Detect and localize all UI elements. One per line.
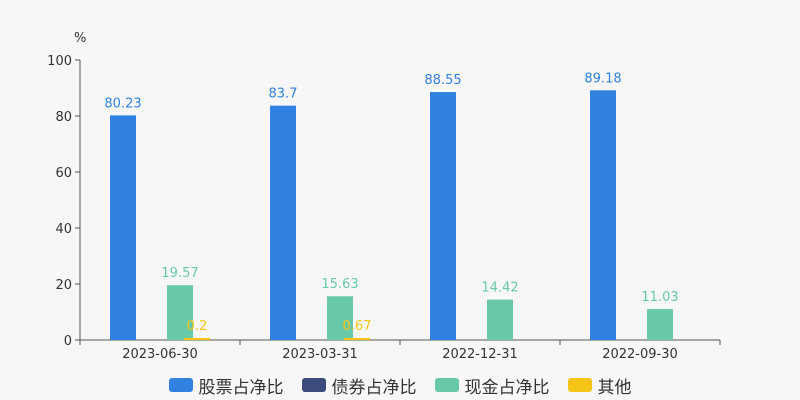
legend-swatch-stock [168,378,193,392]
x-tick-label: 2023-06-30 [122,347,198,362]
legend-label-other: 其他 [597,377,632,398]
y-tick-label: 100 [47,54,72,69]
legend-label-stock: 股票占净比 [198,377,284,398]
data-label: 0.2 [187,319,208,334]
legend-label-cash: 现金占净比 [464,377,550,398]
y-tick-label: 20 [55,278,72,293]
legend: 股票占净比 债券占净比 现金占净比 其他 [0,372,800,398]
y-axis-unit-label: % [74,31,86,46]
bar [647,309,673,340]
bar [487,299,513,340]
bar [184,338,210,340]
y-tick-label: 80 [55,110,72,125]
data-label: 89.18 [584,71,621,86]
bar [344,338,370,340]
y-tick-label: 0 [64,334,72,349]
data-label: 11.03 [641,290,678,305]
data-label: 0.67 [343,319,372,334]
data-label: 15.63 [321,277,358,292]
x-tick-label: 2022-12-31 [442,347,518,362]
x-tick-label: 2022-09-30 [602,347,678,362]
y-tick-label: 40 [55,222,72,237]
data-label: 83.7 [269,87,298,102]
bar [270,105,296,340]
bar [327,296,353,340]
bar [430,92,456,340]
x-tick-label: 2023-03-31 [282,347,358,362]
legend-item-other[interactable]: 其他 [567,373,632,398]
legend-item-cash[interactable]: 现金占净比 [434,373,550,398]
y-tick-label: 60 [55,166,72,181]
legend-item-bond[interactable]: 债券占净比 [301,373,417,398]
bar [110,115,136,340]
legend-swatch-bond [301,378,326,392]
data-label: 19.57 [161,266,198,281]
legend-swatch-other [567,378,592,392]
bar [167,285,193,340]
legend-label-bond: 债券占净比 [331,377,417,398]
legend-item-stock[interactable]: 股票占净比 [168,373,284,398]
bar [590,90,616,341]
legend-swatch-cash [434,378,459,392]
data-label: 88.55 [424,73,461,88]
bar-chart: % 0 20 40 60 80 100 2023-06-30 2023-03-31 2022-12… [47,31,721,362]
data-label: 80.23 [104,96,141,111]
data-label: 14.42 [481,281,518,296]
